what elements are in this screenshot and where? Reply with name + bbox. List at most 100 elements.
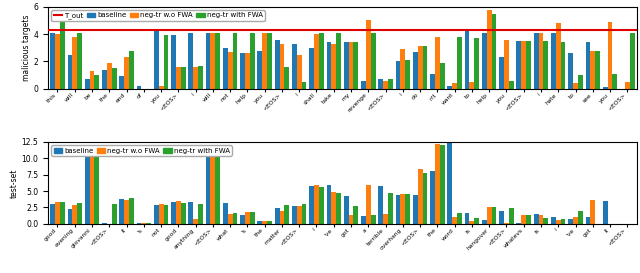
Bar <box>275 208 280 224</box>
Bar <box>240 215 245 224</box>
Bar <box>171 202 176 224</box>
Bar <box>129 198 134 224</box>
Bar <box>84 79 90 89</box>
Bar <box>590 51 595 89</box>
Bar <box>136 222 141 224</box>
Bar <box>250 33 255 89</box>
Bar <box>309 186 314 224</box>
Bar <box>257 51 262 89</box>
Bar <box>534 33 538 89</box>
Bar <box>543 41 548 89</box>
Bar <box>107 63 112 89</box>
Bar <box>551 217 556 224</box>
Bar <box>349 215 353 224</box>
Legend: baseline, neg-tr w.o FWA, neg-tr with FWA: baseline, neg-tr w.o FWA, neg-tr with FW… <box>51 146 232 156</box>
Bar <box>482 33 487 89</box>
Bar <box>452 217 457 224</box>
Bar <box>522 215 526 224</box>
Bar <box>361 81 366 89</box>
Bar <box>534 214 538 224</box>
Bar <box>124 200 129 224</box>
Bar <box>228 214 232 224</box>
Bar <box>482 220 487 224</box>
Bar <box>470 82 474 89</box>
Bar <box>84 150 90 224</box>
Bar <box>176 201 180 224</box>
Bar <box>232 213 237 224</box>
Bar <box>383 214 388 224</box>
Bar <box>262 221 267 224</box>
Bar <box>193 67 198 89</box>
Bar <box>159 86 163 89</box>
Bar <box>353 206 358 224</box>
Bar <box>314 34 319 89</box>
Bar <box>275 40 280 89</box>
Bar <box>215 152 220 224</box>
Bar <box>176 67 180 89</box>
Bar <box>556 220 561 224</box>
Bar <box>561 219 566 224</box>
Bar <box>228 52 232 89</box>
Bar <box>205 33 211 89</box>
Bar <box>193 219 198 224</box>
Bar <box>326 42 332 89</box>
Bar <box>60 20 65 89</box>
Bar <box>154 205 159 224</box>
Bar <box>388 193 393 224</box>
Bar <box>205 150 211 224</box>
Bar <box>180 203 186 224</box>
Bar <box>474 38 479 89</box>
Bar <box>457 37 462 89</box>
Bar <box>568 53 573 89</box>
Bar <box>267 221 272 224</box>
Bar <box>60 202 65 224</box>
Bar <box>171 35 176 89</box>
Bar <box>129 51 134 89</box>
Bar <box>586 217 590 224</box>
Bar <box>568 219 573 224</box>
Bar <box>77 33 82 89</box>
Bar <box>452 83 457 89</box>
Bar <box>625 82 630 89</box>
Bar <box>578 211 583 224</box>
Bar <box>440 145 445 224</box>
Bar <box>378 186 383 224</box>
Bar <box>573 217 578 224</box>
Bar <box>556 23 561 89</box>
Bar <box>154 31 159 89</box>
Bar <box>590 200 595 224</box>
Legend: T_out, baseline, neg-tr w.o FWA, neg-tr with FWA: T_out, baseline, neg-tr w.o FWA, neg-tr … <box>51 10 265 21</box>
Bar <box>292 44 297 89</box>
Bar <box>188 202 193 224</box>
Bar <box>124 57 129 89</box>
Bar <box>90 71 95 89</box>
Bar <box>240 53 245 89</box>
Bar <box>504 223 509 224</box>
Bar <box>250 212 255 224</box>
Bar <box>332 44 336 89</box>
Bar <box>180 67 186 89</box>
Bar <box>284 67 289 89</box>
Bar <box>435 144 440 224</box>
Bar <box>95 75 99 89</box>
Bar <box>492 207 497 224</box>
Bar <box>198 66 203 89</box>
Bar <box>102 70 107 89</box>
Bar <box>465 213 470 224</box>
Bar <box>112 68 116 89</box>
Bar <box>309 48 314 89</box>
Bar <box>332 192 336 224</box>
Bar <box>612 74 618 89</box>
Bar <box>396 195 401 224</box>
Bar <box>141 223 147 224</box>
Bar <box>55 202 60 224</box>
Bar <box>401 194 405 224</box>
Bar <box>211 33 215 89</box>
Bar <box>136 86 141 89</box>
Bar <box>418 46 422 89</box>
Bar <box>51 33 55 89</box>
Bar <box>366 185 371 224</box>
Bar <box>280 211 284 224</box>
Bar <box>504 40 509 89</box>
Bar <box>413 52 418 89</box>
